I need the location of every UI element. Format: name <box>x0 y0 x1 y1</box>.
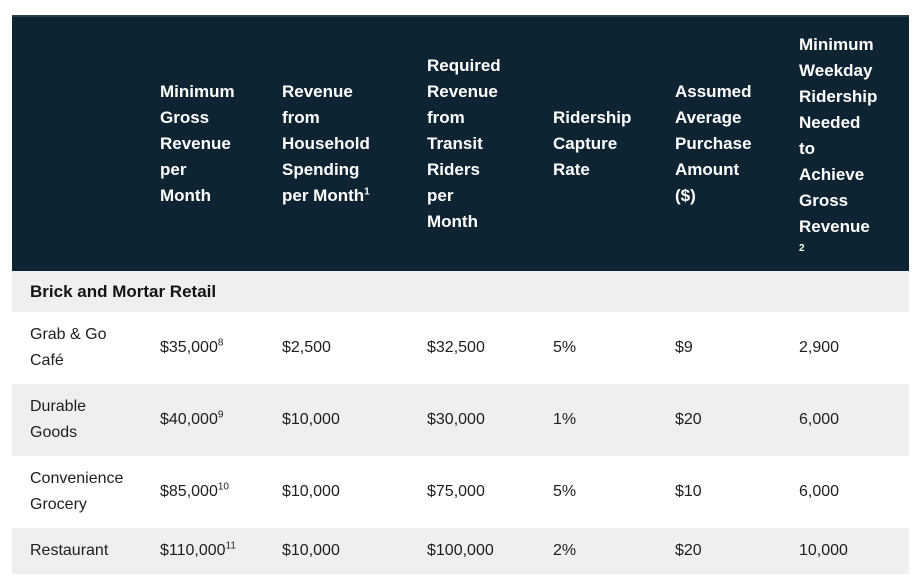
data-cell: $35,0008 <box>142 312 264 384</box>
header-label: Minimum Gross Revenue per Month <box>160 82 235 205</box>
footnote-ref-8: 8 <box>217 337 224 349</box>
data-cell: $2,500 <box>264 312 409 384</box>
footnote-ref-2: 2 <box>799 243 805 254</box>
data-cell: 10,000 <box>781 528 909 574</box>
section-header-cell: Brick and Mortar Retail <box>12 271 909 312</box>
header-cell-household-spending: Revenue from Household Spending per Mont… <box>264 15 409 271</box>
data-cell: 2% <box>535 528 657 574</box>
data-cell: $10 <box>657 456 781 528</box>
data-cell: $20 <box>657 384 781 456</box>
header-cell-empty <box>12 15 142 271</box>
row-label: Durable Goods <box>12 384 142 456</box>
header-cell-ridership-capture-rate: Ridership Capture Rate <box>535 15 657 271</box>
data-cell: 1% <box>535 384 657 456</box>
data-cell: $30,000 <box>409 384 535 456</box>
data-cell: $100,000 <box>409 528 535 574</box>
data-cell: $110,00011 <box>142 528 264 574</box>
row-label: Restaurant <box>12 528 142 574</box>
header-label: Minimum Weekday Ridership Needed to Achi… <box>799 35 878 236</box>
data-cell: $75,000 <box>409 456 535 528</box>
revenue-table: Minimum Gross Revenue per Month Revenue … <box>12 15 909 574</box>
section-header-row: Brick and Mortar Retail <box>12 271 909 312</box>
header-cell-weekday-ridership: Minimum Weekday Ridership Needed to Achi… <box>781 15 909 271</box>
header-label: Ridership Capture Rate <box>553 108 632 179</box>
header-label: Required Revenue from Transit Riders per… <box>427 56 501 231</box>
table-row-durable-goods: Durable Goods $40,0009 $10,000 $30,000 1… <box>12 384 909 456</box>
header-label: Assumed Average Purchase Amount ($) <box>675 82 752 205</box>
footnote-ref-1: 1 <box>364 186 370 198</box>
data-cell: 5% <box>535 312 657 384</box>
footnote-ref-10: 10 <box>217 481 229 493</box>
data-cell: $10,000 <box>264 528 409 574</box>
footnote-ref-9: 9 <box>217 409 224 421</box>
table-row-grab-and-go-cafe: Grab & Go Café $35,0008 $2,500 $32,500 5… <box>12 312 909 384</box>
data-cell: $32,500 <box>409 312 535 384</box>
row-label: Convenience Grocery <box>12 456 142 528</box>
data-cell: 6,000 <box>781 456 909 528</box>
data-cell: $20 <box>657 528 781 574</box>
data-cell: $10,000 <box>264 456 409 528</box>
row-label: Grab & Go Café <box>12 312 142 384</box>
data-cell: 6,000 <box>781 384 909 456</box>
data-cell: 2,900 <box>781 312 909 384</box>
data-cell: 5% <box>535 456 657 528</box>
header-cell-transit-rider-revenue: Required Revenue from Transit Riders per… <box>409 15 535 271</box>
header-label: Revenue from Household Spending per Mont… <box>282 82 370 205</box>
header-cell-min-gross-revenue: Minimum Gross Revenue per Month <box>142 15 264 271</box>
table-row-convenience-grocery: Convenience Grocery $85,00010 $10,000 $7… <box>12 456 909 528</box>
table-row-restaurant: Restaurant $110,00011 $10,000 $100,000 2… <box>12 528 909 574</box>
data-cell: $9 <box>657 312 781 384</box>
data-cell: $40,0009 <box>142 384 264 456</box>
data-cell: $10,000 <box>264 384 409 456</box>
table-header-row: Minimum Gross Revenue per Month Revenue … <box>12 15 909 271</box>
section-title: Brick and Mortar Retail <box>30 281 217 301</box>
header-cell-avg-purchase-amount: Assumed Average Purchase Amount ($) <box>657 15 781 271</box>
data-cell: $85,00010 <box>142 456 264 528</box>
footnote-ref-11: 11 <box>225 540 236 552</box>
